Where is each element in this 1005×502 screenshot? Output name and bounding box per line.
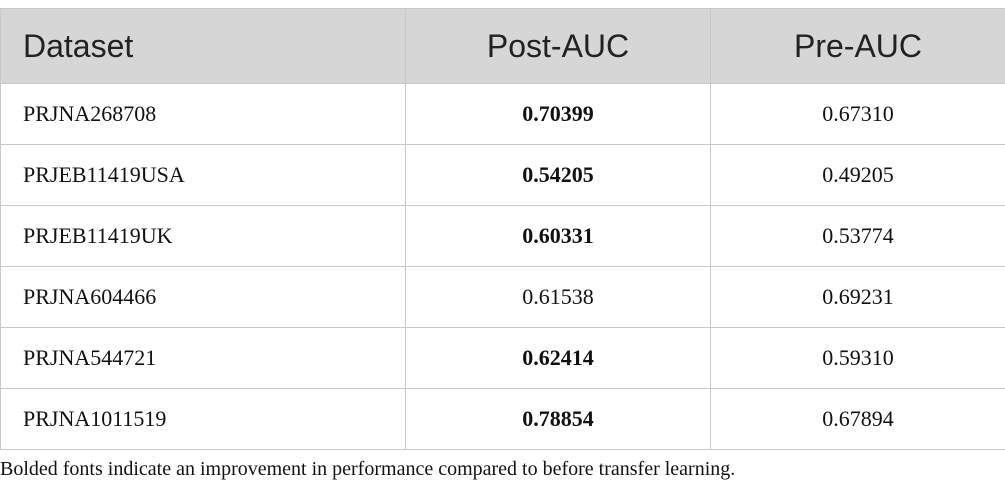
table-row: PRJNA268708 0.70399 0.67310 <box>0 83 1005 145</box>
dataset-cell: PRJNA604466 <box>0 266 406 328</box>
header-row: Dataset Post-AUC Pre-AUC <box>0 8 1005 84</box>
auc-cell: 0.67894 <box>710 388 1005 450</box>
dataset-cell: PRJNA1011519 <box>0 388 406 450</box>
table-row: PRJNA1011519 0.78854 0.67894 <box>0 388 1005 450</box>
column-header: Pre-AUC <box>710 8 1005 84</box>
auc-cell: 0.69231 <box>710 266 1005 328</box>
table-row: PRJNA544721 0.62414 0.59310 <box>0 327 1005 389</box>
auc-cell: 0.59310 <box>710 327 1005 389</box>
dataset-cell: PRJEB11419USA <box>0 144 406 206</box>
table-row: PRJEB11419UK 0.60331 0.53774 <box>0 205 1005 267</box>
auc-cell: 0.61538 <box>405 266 711 328</box>
auc-cell: 0.60331 <box>405 205 711 267</box>
auc-cell: 0.54205 <box>405 144 711 206</box>
table-row: PRJNA604466 0.61538 0.69231 <box>0 266 1005 328</box>
column-header: Post-AUC <box>405 8 711 84</box>
auc-cell: 0.70399 <box>405 83 711 145</box>
auc-cell: 0.62414 <box>405 327 711 389</box>
auc-cell: 0.53774 <box>710 205 1005 267</box>
footnote: Bolded fonts indicate an improvement in … <box>0 458 736 480</box>
dataset-cell: PRJNA268708 <box>0 83 406 145</box>
auc-cell: 0.49205 <box>710 144 1005 206</box>
dataset-cell: PRJEB11419UK <box>0 205 406 267</box>
auc-cell: 0.67310 <box>710 83 1005 145</box>
auc-cell: 0.78854 <box>405 388 711 450</box>
dataset-cell: PRJNA544721 <box>0 327 406 389</box>
column-header: Dataset <box>0 8 406 84</box>
table-row: PRJEB11419USA 0.54205 0.49205 <box>0 144 1005 206</box>
results-table: Dataset Post-AUC Pre-AUC PRJNA268708 0.7039… <box>0 8 1005 450</box>
